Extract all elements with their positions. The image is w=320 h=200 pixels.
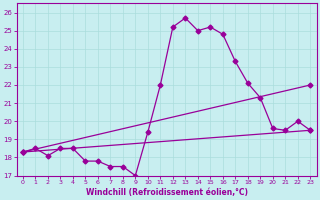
X-axis label: Windchill (Refroidissement éolien,°C): Windchill (Refroidissement éolien,°C) bbox=[85, 188, 248, 197]
